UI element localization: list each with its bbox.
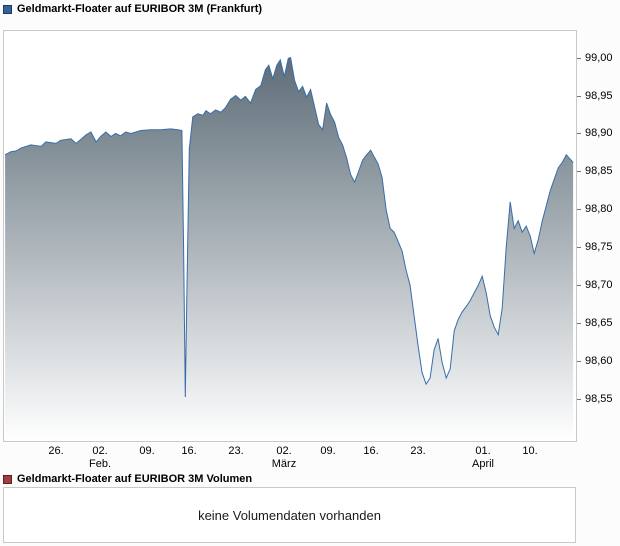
y-axis-tick — [577, 285, 581, 286]
y-axis-tick — [577, 399, 581, 400]
volume-legend-icon — [3, 474, 12, 484]
price-line — [4, 56, 574, 398]
volume-box: keine Volumendaten vorhanden — [3, 487, 576, 543]
y-axis-label: 98,55 — [585, 393, 613, 405]
y-axis-tick — [577, 133, 581, 134]
x-axis-label: 01. — [475, 445, 491, 457]
x-axis-label: 09. — [139, 445, 155, 457]
x-axis-label: 16. — [363, 445, 379, 457]
volume-empty-message: keine Volumendaten vorhanden — [198, 507, 381, 523]
y-axis-tick — [577, 96, 581, 97]
volume-chart-title: Geldmarkt-Floater auf EURIBOR 3M Volumen — [17, 473, 253, 485]
price-area-chart — [4, 56, 574, 441]
y-axis-tick — [577, 247, 581, 248]
x-axis-label: 16. — [181, 445, 197, 457]
x-axis-label: 26. — [48, 445, 64, 457]
x-axis-label: 23. — [410, 445, 426, 457]
y-axis-label: 98,65 — [585, 317, 613, 329]
y-axis-label: 98,90 — [585, 127, 613, 139]
price-legend-icon — [3, 4, 12, 14]
x-axis-label: 02. — [92, 445, 108, 457]
y-axis-tick — [577, 58, 581, 59]
y-axis-tick — [577, 171, 581, 172]
y-axis-tick — [577, 323, 581, 324]
volume-chart-header: Geldmarkt-Floater auf EURIBOR 3M Volumen — [3, 473, 252, 485]
x-axis-month-label: März — [271, 458, 297, 470]
y-axis-label: 99,00 — [585, 52, 613, 64]
x-axis-month-label: April — [471, 458, 494, 470]
price-plot — [3, 30, 577, 442]
x-axis-label: 10. — [522, 445, 538, 457]
x-axis-label: 23. — [228, 445, 244, 457]
y-axis-label: 98,95 — [585, 90, 613, 102]
price-chart-header: Geldmarkt-Floater auf EURIBOR 3M (Frankf… — [3, 3, 262, 15]
y-axis-label: 98,75 — [585, 241, 613, 253]
y-axis-tick — [577, 361, 581, 362]
price-chart-title: Geldmarkt-Floater auf EURIBOR 3M (Frankf… — [17, 3, 263, 15]
y-axis-label: 98,80 — [585, 203, 613, 215]
y-axis-tick — [577, 209, 581, 210]
y-axis-label: 98,70 — [585, 279, 613, 291]
x-axis-label: 09. — [320, 445, 336, 457]
price-area-fill — [5, 57, 574, 441]
x-axis-label: 02. — [276, 445, 292, 457]
x-axis-month-label: Feb. — [88, 458, 111, 470]
y-axis-label: 98,60 — [585, 355, 613, 367]
y-axis-label: 98,85 — [585, 165, 613, 177]
